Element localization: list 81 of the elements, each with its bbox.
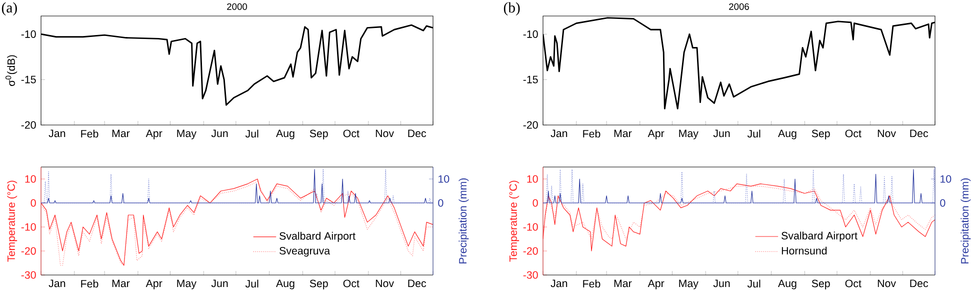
x-tick-label: Sep — [812, 280, 830, 290]
x-tick-label: Apr — [146, 130, 162, 140]
x-tick-label: May — [177, 130, 196, 140]
y-tick-label: -20 — [21, 121, 36, 129]
x-tick-label: Jun — [211, 130, 228, 138]
y-tick-label: -10 — [21, 223, 36, 231]
x-tick-label: Jun — [713, 130, 730, 138]
y-axis-title: σ$^{0}$(dB) — [6, 55, 18, 86]
x-tick-label: Feb — [583, 280, 600, 288]
y-axis-title: Temperature (°C) — [509, 180, 520, 262]
x-tick-label: Jun — [713, 280, 730, 288]
x-tick-label: Feb — [81, 130, 98, 138]
y-axis-title: Temperature (°C) — [7, 180, 18, 262]
y-tick-label: -15 — [21, 76, 36, 84]
x-tick-label: Mar — [112, 280, 130, 288]
y-tick-label: -10 — [523, 30, 538, 38]
x-tick-label: Aug — [778, 130, 796, 140]
x-tick-label: Jul — [245, 130, 258, 138]
x-tick-label: Dec — [408, 280, 426, 288]
x-tick-label: Aug — [778, 280, 796, 290]
y2-tick-label: 10 — [940, 175, 952, 183]
x-tick-label: May — [177, 280, 196, 290]
y-tick-label: -20 — [21, 247, 36, 255]
x-tick-label: Nov — [878, 280, 896, 288]
x-tick-label: Dec — [408, 130, 426, 138]
y-tick-label: 0 — [532, 199, 538, 207]
x-tick-label: Jul — [747, 280, 760, 288]
x-tick-label: May — [679, 280, 698, 290]
x-tick-label: Feb — [583, 130, 600, 138]
y-tick-label: 0 — [30, 199, 36, 207]
x-tick-label: Jan — [48, 280, 66, 288]
x-tick-label: Apr — [648, 130, 664, 140]
x-tick-label: Nov — [376, 280, 394, 288]
legend-label: Svalbard Airport — [280, 232, 356, 242]
x-tick-label: Jul — [747, 130, 760, 138]
legend-label: Hornsund — [782, 246, 827, 255]
x-tick-label: Aug — [276, 280, 294, 290]
text: (b) — [504, 2, 520, 16]
y-tick-label: -10 — [523, 223, 538, 231]
y-tick-label: -30 — [523, 271, 538, 279]
x-tick-label: Apr — [648, 280, 664, 290]
y-tick-label: -30 — [21, 271, 36, 279]
y2-tick-label: 10 — [438, 175, 450, 183]
y-tick-label: -10 — [21, 30, 36, 38]
y-tick-label: 10 — [527, 175, 538, 183]
x-tick-label: Jul — [245, 280, 258, 288]
x-tick-label: Mar — [614, 130, 632, 138]
x-tick-label: Oct — [343, 280, 360, 288]
x-tick-label: Sep — [310, 130, 328, 140]
chart-title: 2000 — [227, 3, 248, 10]
x-tick-label: Dec — [910, 130, 928, 138]
x-tick-label: Sep — [812, 130, 830, 140]
x-tick-label: Oct — [845, 280, 862, 288]
y-tick-label: -20 — [523, 121, 538, 129]
x-tick-label: Dec — [910, 280, 928, 288]
x-tick-label: Mar — [614, 280, 632, 288]
y-tick-label: -20 — [523, 247, 538, 255]
chart-title: 2006 — [729, 3, 749, 10]
legend-label: Svalbard Airport — [782, 232, 858, 242]
x-tick-label: Jun — [211, 280, 228, 288]
x-tick-label: Feb — [81, 280, 98, 288]
x-tick-label: Aug — [276, 130, 294, 140]
x-tick-label: Apr — [146, 280, 162, 290]
x-tick-label: Oct — [343, 130, 360, 138]
text: (a) — [2, 2, 17, 16]
y2-axis-title: Precipitation (mm) — [458, 178, 469, 264]
x-tick-label: Oct — [845, 130, 862, 138]
y2-tick-label: 0 — [940, 199, 946, 207]
legend-label: Sveagruva — [280, 246, 330, 257]
x-tick-label: Jan — [550, 280, 568, 288]
x-tick-label: Jan — [550, 130, 568, 138]
x-tick-label: May — [679, 130, 698, 140]
x-tick-label: Nov — [878, 130, 896, 138]
y-tick-label: 10 — [25, 175, 36, 183]
x-tick-label: Nov — [376, 130, 394, 138]
x-tick-label: Mar — [112, 130, 130, 138]
x-tick-label: Sep — [310, 280, 328, 290]
x-tick-label: Jan — [48, 130, 66, 138]
y-tick-label: -15 — [523, 76, 538, 84]
y2-axis-title: Precipitation (mm) — [960, 178, 971, 264]
y2-tick-label: 0 — [438, 199, 444, 207]
